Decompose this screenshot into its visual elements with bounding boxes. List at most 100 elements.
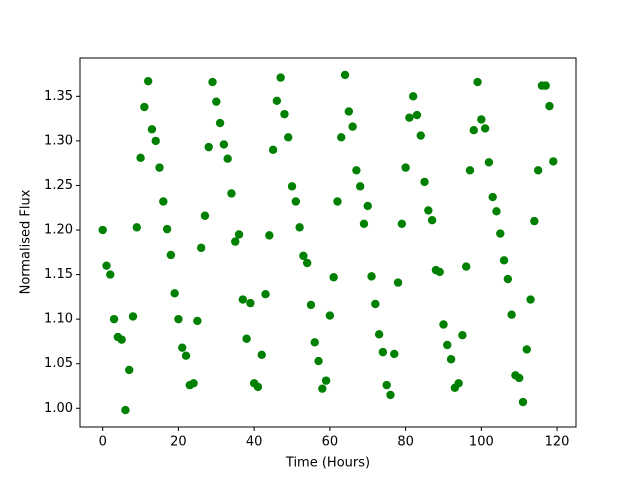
point [549,157,558,166]
point [159,197,168,206]
x-tick-label: 20 [170,435,187,450]
point [117,335,126,344]
point [427,216,437,225]
point [344,107,354,116]
point [367,272,376,281]
point [109,314,119,324]
point [325,311,335,320]
point [125,365,134,375]
point [333,197,342,206]
x-axis-label: Time (Hours) [285,456,370,471]
point [480,124,490,133]
point [355,182,365,191]
point [507,310,516,319]
point [181,351,191,360]
point [128,312,138,321]
point [106,270,115,279]
point [155,163,164,172]
point [306,300,316,310]
point [257,350,266,360]
point [208,77,217,87]
point [238,295,248,304]
point [378,347,388,357]
y-axis-label: Normalised Flux [19,189,34,294]
point [204,142,213,152]
point [401,163,410,172]
point [522,345,531,354]
x-tick-label: 0 [99,435,107,450]
point [329,273,338,282]
point [162,224,172,234]
point [446,355,456,364]
point [465,166,475,175]
point [484,158,494,167]
x-tick-label: 100 [469,435,494,450]
point [318,384,327,393]
point [352,166,361,175]
point [416,131,425,140]
y-tick-label: 1.15 [44,267,73,282]
point [518,397,528,407]
point [102,261,111,270]
point [212,97,221,106]
point [151,136,160,146]
point [295,223,304,232]
point [515,373,524,383]
point [469,125,478,135]
point [223,154,232,163]
point [496,229,505,238]
y-tick-label: 1.30 [44,133,73,148]
y-tick-label: 1.10 [44,312,73,327]
point [526,295,535,304]
point [473,77,482,87]
point [461,262,471,271]
point [541,81,550,90]
point [533,166,543,175]
point [382,380,391,390]
point [219,140,229,149]
point [136,153,145,163]
point [340,70,350,80]
point [454,379,463,388]
point [412,110,422,120]
point [234,230,244,239]
point [492,207,501,216]
point [348,122,357,131]
point [390,349,399,359]
point [280,109,289,119]
point [337,133,346,142]
point [499,256,509,265]
point [215,118,225,128]
point [443,340,452,350]
point [284,133,293,142]
point [420,177,429,187]
y-tick-label: 1.25 [44,178,73,193]
point [310,338,319,347]
point [291,197,301,206]
point [231,237,240,246]
point [132,223,141,232]
point [265,231,274,240]
point [374,330,384,339]
point [121,405,130,415]
point [371,299,380,309]
point [314,356,323,366]
point [545,101,554,111]
point [98,225,107,235]
point [386,390,395,400]
point [170,289,179,298]
point [268,145,278,155]
point [178,343,187,352]
x-tick-label: 40 [246,435,263,450]
point [302,258,312,268]
point [261,289,270,299]
point [193,316,202,326]
point [359,219,369,228]
point [363,201,372,211]
point [166,250,176,260]
point [530,216,539,226]
point [287,182,297,191]
point [242,334,251,343]
point [143,76,153,86]
point [189,379,198,388]
